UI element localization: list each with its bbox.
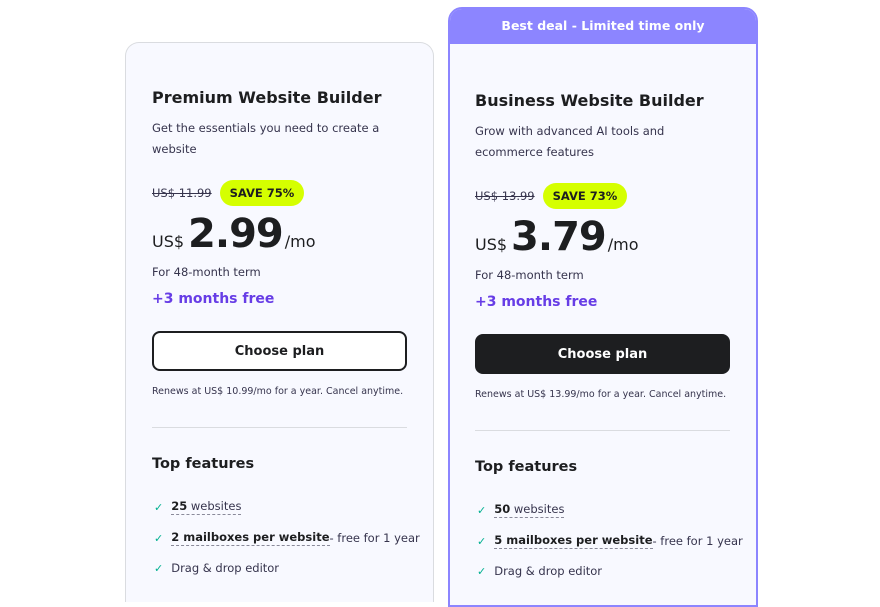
feature-item: ✓ Drag & drop editor <box>477 564 602 578</box>
choose-plan-button[interactable]: Choose plan <box>475 334 730 374</box>
plan-description: Grow with advanced AI tools and ecommerc… <box>475 124 665 159</box>
renewal-note: Renews at US$ 10.99/mo for a year. Cance… <box>152 386 404 397</box>
feature-text: Drag & drop editor <box>494 564 603 578</box>
renewal-note: Renews at US$ 13.99/mo for a year. Cance… <box>475 389 727 400</box>
term: For 48-month term <box>152 265 261 279</box>
currency: US$ <box>152 232 185 251</box>
choose-plan-button[interactable]: Choose plan <box>152 331 407 371</box>
top-features-heading: Top features <box>475 459 578 475</box>
original-price: US$ 11.99 <box>152 186 212 200</box>
price-amount: 2.99 <box>188 211 284 257</box>
feature-text[interactable]: 2 mailboxes per website <box>171 530 330 546</box>
price-row: US$ 11.99 SAVE 75% <box>152 180 305 206</box>
plan-card-premium: Premium Website Builder Get the essentia… <box>125 42 434 602</box>
save-badge: SAVE 75% <box>219 180 305 206</box>
bonus-months: +3 months free <box>152 291 275 307</box>
feature-item: ✓ 5 mailboxes per website - free for 1 y… <box>477 533 743 549</box>
price-period: /mo <box>607 235 639 254</box>
top-features-heading: Top features <box>152 456 255 472</box>
feature-text[interactable]: 50 websites <box>494 502 565 518</box>
plan-card-business: Best deal - Limited time only Business W… <box>448 7 758 607</box>
plan-description: Get the essentials you need to create a … <box>152 121 380 156</box>
currency: US$ <box>475 235 508 254</box>
original-price: US$ 13.99 <box>475 189 535 203</box>
best-deal-banner: Best deal - Limited time only <box>450 9 756 44</box>
price-period: /mo <box>284 232 316 251</box>
divider <box>475 430 730 431</box>
divider <box>152 427 407 428</box>
feature-item: ✓ Drag & drop editor <box>154 561 279 575</box>
feature-text[interactable]: 25 websites <box>171 499 242 515</box>
check-icon: ✓ <box>477 503 487 517</box>
feature-item: ✓ 50 websites <box>477 502 565 518</box>
price: US$ 3.79 /mo <box>475 214 639 260</box>
feature-item: ✓ 2 mailboxes per website - free for 1 y… <box>154 530 420 546</box>
check-icon: ✓ <box>154 500 164 514</box>
price-row: US$ 13.99 SAVE 73% <box>475 183 628 209</box>
term: For 48-month term <box>475 268 584 282</box>
plan-title: Premium Website Builder <box>152 88 382 107</box>
save-badge: SAVE 73% <box>542 183 628 209</box>
feature-item: ✓ 25 websites <box>154 499 242 515</box>
bonus-months: +3 months free <box>475 294 598 310</box>
check-icon: ✓ <box>477 534 487 548</box>
check-icon: ✓ <box>154 531 164 545</box>
plan-title: Business Website Builder <box>475 91 704 110</box>
price-amount: 3.79 <box>511 214 607 260</box>
price: US$ 2.99 /mo <box>152 211 316 257</box>
check-icon: ✓ <box>477 564 487 578</box>
feature-text[interactable]: 5 mailboxes per website <box>494 533 653 549</box>
check-icon: ✓ <box>154 561 164 575</box>
feature-text: Drag & drop editor <box>171 561 280 575</box>
